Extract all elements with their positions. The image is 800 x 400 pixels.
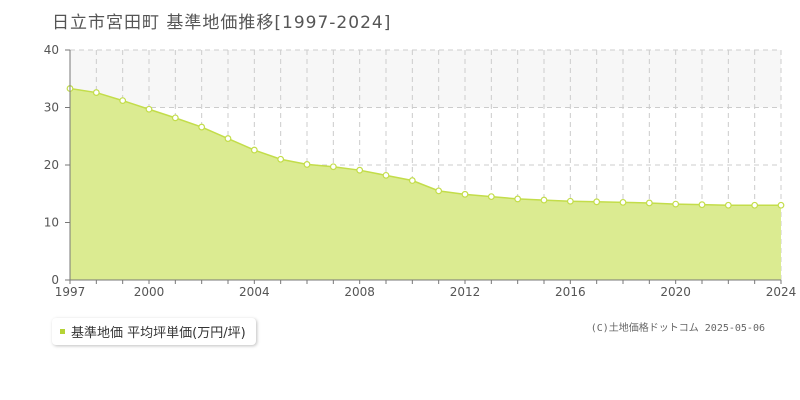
axes bbox=[65, 49, 782, 284]
data-point-2002 bbox=[198, 123, 206, 131]
legend-swatch-icon bbox=[60, 329, 65, 334]
data-point-2020 bbox=[672, 200, 680, 208]
x-tick-labels: 1997 2000 2004 2008 2012 2016 2020 2024 bbox=[55, 285, 797, 299]
y-tick-labels: 0 10 20 30 40 bbox=[44, 43, 59, 287]
y-tick-label-40: 40 bbox=[44, 43, 59, 57]
data-point-2017 bbox=[593, 198, 601, 206]
data-point-2003 bbox=[224, 135, 232, 142]
legend-label: 基準地価 平均坪単価(万円/坪) bbox=[71, 326, 246, 341]
data-point-2022 bbox=[724, 201, 732, 209]
data-point-2015 bbox=[540, 196, 548, 204]
data-point-2019 bbox=[645, 199, 653, 207]
data-point-2004 bbox=[250, 146, 258, 154]
data-point-2021 bbox=[698, 201, 706, 209]
data-point-2010 bbox=[408, 177, 416, 184]
x-tick-label-2012: 2012 bbox=[450, 285, 481, 299]
y-tick-label-20: 20 bbox=[44, 158, 59, 172]
data-point-2005 bbox=[277, 155, 285, 163]
x-tick-label-1997: 1997 bbox=[55, 285, 86, 299]
x-tick-label-2000: 2000 bbox=[134, 285, 165, 299]
y-tick-label-30: 30 bbox=[44, 101, 59, 115]
x-tick-label-2008: 2008 bbox=[344, 285, 375, 299]
alternating-band bbox=[70, 50, 781, 108]
x-tick-label-2004: 2004 bbox=[239, 285, 270, 299]
data-point-2001 bbox=[171, 114, 179, 122]
data-point-2011 bbox=[435, 187, 443, 195]
copyright-text: (C)土地価格ドットコム 2025-05-06 bbox=[590, 323, 765, 334]
data-point-2009 bbox=[382, 171, 390, 179]
data-point-2014 bbox=[514, 195, 522, 203]
data-point-2008 bbox=[356, 166, 364, 174]
data-point-2000 bbox=[145, 105, 153, 113]
data-point-2012 bbox=[461, 190, 469, 198]
data-point-2013 bbox=[487, 193, 495, 201]
data-points bbox=[66, 85, 785, 209]
data-point-2006 bbox=[303, 161, 311, 168]
x-tick-label-2024: 2024 bbox=[766, 285, 797, 299]
data-point-2018 bbox=[619, 198, 627, 206]
legend: 基準地価 平均坪単価(万円/坪) bbox=[52, 318, 256, 345]
chart-title: 日立市宮田町 基準地価推移[1997-2024] bbox=[52, 13, 392, 33]
data-point-2024 bbox=[777, 201, 785, 209]
y-tick-label-10: 10 bbox=[44, 216, 59, 230]
data-point-2007 bbox=[329, 163, 337, 171]
x-tick-label-2020: 2020 bbox=[660, 285, 691, 299]
data-point-1999 bbox=[119, 97, 127, 104]
y-tick-label-0: 0 bbox=[51, 273, 59, 287]
data-point-2023 bbox=[751, 201, 759, 209]
data-point-1998 bbox=[92, 89, 100, 96]
price-line bbox=[69, 87, 781, 206]
data-point-2016 bbox=[566, 197, 574, 205]
x-tick-label-2016: 2016 bbox=[555, 285, 586, 299]
price-area bbox=[70, 88, 781, 280]
